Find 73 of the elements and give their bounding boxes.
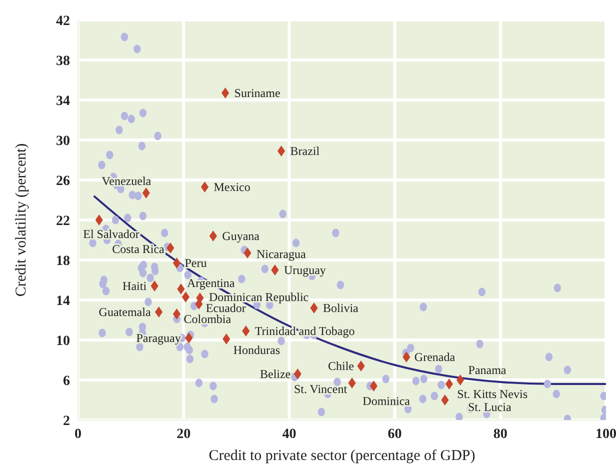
annotation: Uruguay: [284, 263, 326, 277]
annotation: Colombia: [184, 312, 232, 326]
point: [142, 188, 150, 198]
y-tick-label: 2: [63, 414, 70, 429]
annotation: Haiti: [122, 279, 148, 293]
annotation: Guyana: [222, 229, 260, 243]
annotation: Nicaragua: [256, 247, 306, 261]
point: [244, 248, 252, 258]
annotation: Suriname: [234, 86, 280, 100]
x-tick-label: 100: [596, 426, 616, 442]
annotation: St. Kitts Nevis: [457, 387, 528, 401]
y-tick-label: 6: [63, 374, 70, 389]
annotation: Peru: [184, 256, 207, 270]
annotation: Chile: [328, 359, 354, 373]
annotation: St. Lucia: [468, 400, 512, 414]
x-tick-label: 20: [176, 426, 191, 442]
point: [294, 368, 302, 380]
annotation: Honduras: [233, 343, 280, 357]
point: [200, 182, 209, 192]
annotation: Ecuador: [206, 301, 246, 315]
point: [310, 302, 318, 314]
point: [166, 242, 174, 254]
point: [348, 378, 356, 388]
y-tick-label: 18: [56, 254, 70, 269]
y-tick-label: 34: [56, 94, 70, 109]
point: [222, 88, 230, 98]
point: [445, 378, 453, 390]
y-axis-title: Credit volatility (percent): [13, 143, 30, 297]
point: [271, 264, 279, 276]
y-tick-label: 14: [56, 294, 70, 309]
point: [182, 292, 190, 302]
y-tick-label: 42: [56, 14, 70, 29]
y-tick-label: 26: [56, 174, 70, 189]
annotation: Grenada: [414, 350, 456, 364]
annotation: St. Vincent: [294, 382, 348, 396]
annotation: Trinidad and Tobago: [254, 324, 355, 338]
point: [441, 394, 449, 406]
annotation: Mexico: [214, 180, 250, 194]
annotation: Bolivia: [323, 301, 360, 315]
annotation: El Salvador: [83, 227, 140, 241]
point: [456, 374, 464, 386]
point: [209, 230, 217, 242]
point: [277, 146, 286, 156]
point: [357, 360, 365, 372]
point: [195, 298, 203, 310]
point: [222, 334, 230, 344]
y-tick-label: 10: [56, 334, 70, 349]
x-axis-title: Credit to private sector (percentage of GDP): [208, 448, 476, 464]
annotation: Paraguay: [136, 331, 181, 345]
point: [370, 380, 378, 392]
point: [154, 306, 163, 318]
x-tick-label: 40: [282, 426, 296, 442]
point: [172, 308, 181, 320]
line-series: [92, 195, 606, 385]
x-tick-label: 60: [388, 426, 402, 442]
annotation: Venezuela: [102, 174, 152, 188]
annotation: Guatemala: [98, 305, 152, 319]
y-tick-label: 30: [56, 134, 70, 149]
x-tick-label: 80: [493, 426, 508, 442]
annotation: Brazil: [290, 144, 320, 158]
point: [242, 326, 250, 336]
annotation: Dominica: [362, 394, 411, 408]
x-tick-label: 0: [74, 426, 82, 442]
point: [185, 332, 193, 344]
point: [172, 258, 181, 268]
point: [177, 284, 185, 294]
y-tick-label: 22: [56, 214, 70, 229]
point: [95, 214, 103, 226]
annotation: Belize: [260, 367, 291, 381]
y-tick-label: 38: [56, 54, 70, 69]
point: [402, 352, 410, 362]
annotation: Panama: [468, 363, 507, 377]
point: [150, 280, 158, 292]
